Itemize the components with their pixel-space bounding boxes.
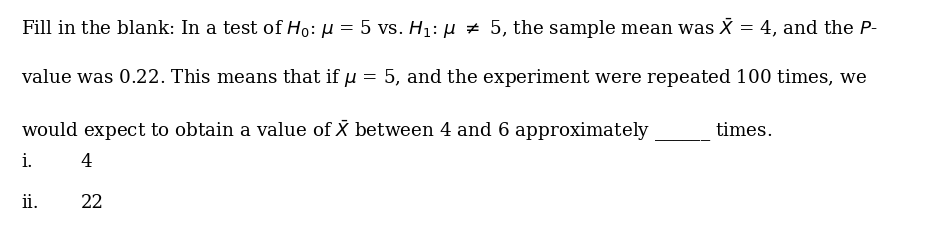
Text: i.: i. xyxy=(21,152,32,170)
Text: Fill in the blank: In a test of $H_0$: $\mu$ = 5 vs. $H_1$: $\mu$ $\neq$ 5, the : Fill in the blank: In a test of $H_0$: $… xyxy=(21,16,878,41)
Text: value was 0.22. This means that if $\mu$ = 5, and the experiment were repeated 1: value was 0.22. This means that if $\mu$… xyxy=(21,67,867,89)
Text: would expect to obtain a value of $\bar{X}$ between 4 and 6 approximately ______: would expect to obtain a value of $\bar{… xyxy=(21,118,772,143)
Text: 4: 4 xyxy=(81,152,92,170)
Text: ii.: ii. xyxy=(21,193,39,211)
Text: 22: 22 xyxy=(81,193,103,211)
